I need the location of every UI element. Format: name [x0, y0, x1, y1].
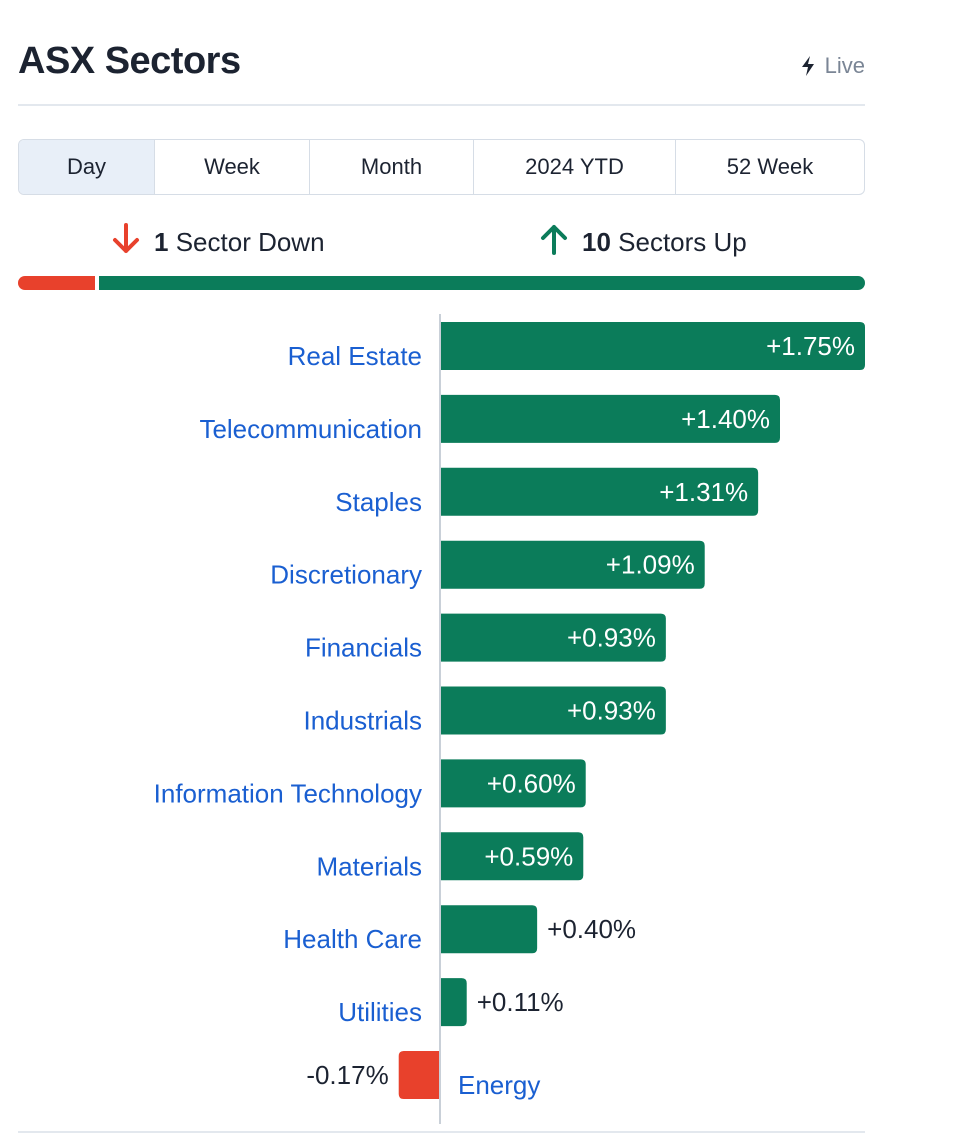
breadth-up-segment	[99, 276, 865, 290]
tab-52-week[interactable]: 52 Week	[675, 140, 864, 194]
category-label-information-technology[interactable]: Information Technology	[154, 778, 422, 808]
sectors-down-summary: 1 Sector Down	[110, 222, 325, 263]
up-text: Sectors Up	[618, 227, 747, 257]
bar-energy	[398, 1051, 440, 1099]
bar-information-technology	[440, 759, 586, 808]
category-label-real-estate[interactable]: Real Estate	[288, 341, 422, 371]
breadth-bar	[18, 276, 865, 290]
bar-telecommunication	[440, 394, 780, 443]
bar-real-estate	[440, 322, 865, 370]
category-label-materials[interactable]: Materials	[317, 851, 422, 881]
bar-discretionary	[440, 540, 705, 589]
category-label-staples[interactable]: Staples	[335, 487, 422, 517]
category-label-utilities[interactable]: Utilities	[338, 997, 422, 1027]
down-count: 1	[154, 227, 169, 257]
category-label-telecommunication[interactable]: Telecommunication	[199, 414, 422, 444]
value-label-telecommunication: +1.40%	[681, 404, 770, 434]
widget-title: ASX Sectors	[18, 40, 241, 82]
value-label-discretionary: +1.09%	[606, 550, 695, 580]
category-label-industrials[interactable]: Industrials	[304, 706, 423, 736]
value-label-financials: +0.93%	[567, 623, 656, 653]
tab-month[interactable]: Month	[309, 140, 473, 194]
category-label-discretionary[interactable]: Discretionary	[270, 560, 422, 590]
arrow-down-icon	[110, 222, 142, 263]
live-indicator: Live	[799, 53, 865, 79]
category-label-health-care[interactable]: Health Care	[283, 924, 422, 954]
down-text: Sector Down	[175, 227, 325, 257]
category-label-financials[interactable]: Financials	[305, 633, 422, 663]
category-label-energy[interactable]: Energy	[458, 1070, 540, 1100]
bar-utilities	[440, 978, 467, 1027]
bar-staples	[440, 467, 759, 516]
tab-day[interactable]: Day	[19, 140, 154, 194]
lightning-icon	[799, 55, 817, 77]
value-label-information-technology: +0.60%	[487, 768, 576, 798]
up-count: 10	[582, 227, 611, 257]
breadth-down-segment	[18, 276, 95, 290]
bar-industrials	[440, 686, 666, 735]
value-label-real-estate: +1.75%	[766, 331, 855, 361]
value-label-staples: +1.31%	[659, 477, 748, 507]
value-label-utilities: +0.11%	[477, 987, 564, 1017]
tab-2024-ytd[interactable]: 2024 YTD	[473, 140, 675, 194]
header-divider	[18, 104, 865, 106]
arrow-up-icon	[538, 222, 570, 263]
live-label: Live	[824, 53, 865, 78]
value-label-energy: -0.17%	[306, 1060, 388, 1090]
value-label-health-care: +0.40%	[547, 914, 636, 944]
value-label-industrials: +0.93%	[567, 696, 656, 726]
bar-materials	[440, 832, 584, 881]
sectors-up-summary: 10 Sectors Up	[538, 222, 747, 263]
tab-week[interactable]: Week	[154, 140, 309, 194]
value-label-materials: +0.59%	[484, 841, 573, 871]
bar-health-care	[440, 905, 538, 954]
period-tabs: Day Week Month 2024 YTD 52 Week	[18, 139, 865, 195]
footer-divider	[18, 1131, 865, 1133]
bar-financials	[440, 613, 666, 662]
